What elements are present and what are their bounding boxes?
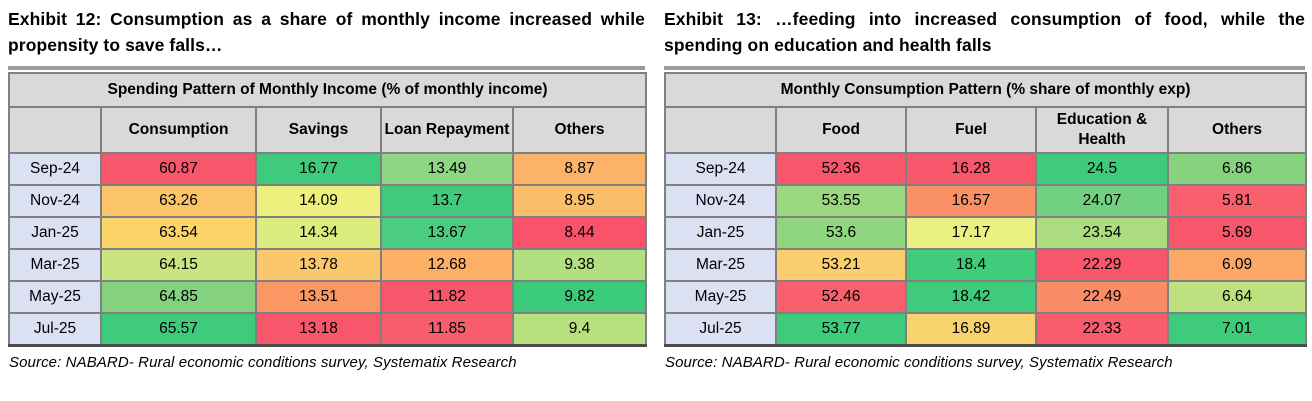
exhibit-title: Exhibit 13: …feeding into increased cons…	[664, 9, 1305, 56]
table-row: May-25 52.46 18.42 22.49 6.64	[664, 279, 1308, 314]
row-label: Nov-24	[664, 183, 777, 218]
heatmap-cell: 5.69	[1166, 215, 1308, 250]
table-row: Nov-24 53.55 16.57 24.07 5.81	[664, 183, 1308, 218]
heatmap-cell: 24.5	[1035, 151, 1169, 186]
heatmap-cell: 11.82	[380, 279, 514, 314]
table-top-band	[664, 65, 1305, 70]
corner-cell	[664, 105, 777, 154]
table-row: Jul-25 53.77 16.89 22.33 7.01	[664, 311, 1308, 346]
heatmap-cell: 53.21	[775, 247, 907, 282]
column-header: Others	[511, 105, 648, 154]
heatmap-cell: 52.46	[775, 279, 907, 314]
row-label: Jan-25	[664, 215, 777, 250]
row-label: Jan-25	[8, 215, 102, 250]
column-header: Savings	[255, 105, 382, 154]
heatmap-cell: 13.67	[380, 215, 514, 250]
column-header: Food	[775, 105, 907, 154]
heatmap-cell: 6.09	[1166, 247, 1308, 282]
heatmap-cell: 16.28	[905, 151, 1037, 186]
table-row: Sep-24 52.36 16.28 24.5 6.86	[664, 151, 1308, 186]
table-row: Jul-25 65.57 13.18 11.85 9.4	[8, 311, 648, 346]
table-title-row: Spending Pattern of Monthly Income (% of…	[7, 71, 648, 108]
heatmap-cell: 24.07	[1035, 183, 1169, 218]
heatmap-cell: 17.17	[905, 215, 1037, 250]
heatmap-cell: 13.51	[255, 279, 382, 314]
heatmap-cell: 22.29	[1035, 247, 1169, 282]
heatmap-cell: 60.87	[100, 151, 257, 186]
exhibit-12-panel: Exhibit 12: Consumption as a share of mo…	[7, 4, 648, 371]
row-label: May-25	[664, 279, 777, 314]
column-header: Others	[1166, 105, 1308, 154]
column-header: Fuel	[905, 105, 1037, 154]
heatmap-cell: 14.34	[255, 215, 382, 250]
table-row: Mar-25 53.21 18.4 22.29 6.09	[664, 247, 1308, 282]
exhibit-title: Exhibit 12: Consumption as a share of mo…	[8, 9, 645, 56]
heatmap-cell: 8.44	[511, 215, 648, 250]
corner-cell	[8, 105, 102, 154]
heatmap-cell: 8.87	[511, 151, 648, 186]
heatmap-cell: 22.49	[1035, 279, 1169, 314]
heatmap-cell: 18.4	[905, 247, 1037, 282]
spending-pattern-table: Spending Pattern of Monthly Income (% of…	[7, 71, 648, 347]
heatmap-cell: 52.36	[775, 151, 907, 186]
heatmap-cell: 22.33	[1035, 311, 1169, 346]
heatmap-cell: 13.49	[380, 151, 514, 186]
column-header: Loan Repayment	[380, 105, 514, 154]
row-label: Mar-25	[664, 247, 777, 282]
row-label: Mar-25	[8, 247, 102, 282]
heatmap-cell: 6.64	[1166, 279, 1308, 314]
heatmap-cell: 11.85	[380, 311, 514, 346]
table-title-row: Monthly Consumption Pattern (% share of …	[663, 71, 1308, 108]
heatmap-cell: 13.18	[255, 311, 382, 346]
column-header-row: Consumption Savings Loan Repayment Others	[8, 105, 648, 154]
row-label: May-25	[8, 279, 102, 314]
heatmap-cell: 64.15	[100, 247, 257, 282]
table-row: Jan-25 53.6 17.17 23.54 5.69	[664, 215, 1308, 250]
source-note: Source: NABARD- Rural economic condition…	[9, 353, 517, 371]
table-top-band	[8, 65, 645, 70]
row-label: Jul-25	[8, 311, 102, 346]
heatmap-cell: 16.89	[905, 311, 1037, 346]
heatmap-cell: 8.95	[511, 183, 648, 218]
table-row: Nov-24 63.26 14.09 13.7 8.95	[8, 183, 648, 218]
heatmap-cell: 6.86	[1166, 151, 1308, 186]
table-title: Spending Pattern of Monthly Income (% of…	[7, 71, 648, 108]
heatmap-cell: 9.38	[511, 247, 648, 282]
heatmap-cell: 16.57	[905, 183, 1037, 218]
heatmap-cell: 5.81	[1166, 183, 1308, 218]
row-label: Nov-24	[8, 183, 102, 218]
column-header-row: Food Fuel Education & Health Others	[664, 105, 1308, 154]
row-label: Sep-24	[664, 151, 777, 186]
heatmap-cell: 16.77	[255, 151, 382, 186]
heatmap-cell: 9.4	[511, 311, 648, 346]
heatmap-cell: 63.26	[100, 183, 257, 218]
heatmap-cell: 64.85	[100, 279, 257, 314]
row-label: Sep-24	[8, 151, 102, 186]
table-row: Sep-24 60.87 16.77 13.49 8.87	[8, 151, 648, 186]
source-note: Source: NABARD- Rural economic condition…	[665, 353, 1173, 371]
heatmap-cell: 7.01	[1166, 311, 1308, 346]
column-header: Education & Health	[1035, 105, 1169, 154]
exhibit-13-panel: Exhibit 13: …feeding into increased cons…	[663, 4, 1308, 371]
heatmap-cell: 9.82	[511, 279, 648, 314]
table-title: Monthly Consumption Pattern (% share of …	[663, 71, 1308, 108]
heatmap-cell: 53.6	[775, 215, 907, 250]
heatmap-cell: 53.55	[775, 183, 907, 218]
table-row: May-25 64.85 13.51 11.82 9.82	[8, 279, 648, 314]
row-label: Jul-25	[664, 311, 777, 346]
column-header: Consumption	[100, 105, 257, 154]
heatmap-cell: 18.42	[905, 279, 1037, 314]
heatmap-cell: 63.54	[100, 215, 257, 250]
heatmap-cell: 13.7	[380, 183, 514, 218]
consumption-pattern-table: Monthly Consumption Pattern (% share of …	[663, 71, 1308, 347]
table-row: Mar-25 64.15 13.78 12.68 9.38	[8, 247, 648, 282]
heatmap-cell: 23.54	[1035, 215, 1169, 250]
heatmap-cell: 13.78	[255, 247, 382, 282]
heatmap-cell: 53.77	[775, 311, 907, 346]
heatmap-cell: 65.57	[100, 311, 257, 346]
report-excerpt: Exhibit 12: Consumption as a share of mo…	[7, 4, 1308, 371]
table-row: Jan-25 63.54 14.34 13.67 8.44	[8, 215, 648, 250]
heatmap-cell: 12.68	[380, 247, 514, 282]
heatmap-cell: 14.09	[255, 183, 382, 218]
